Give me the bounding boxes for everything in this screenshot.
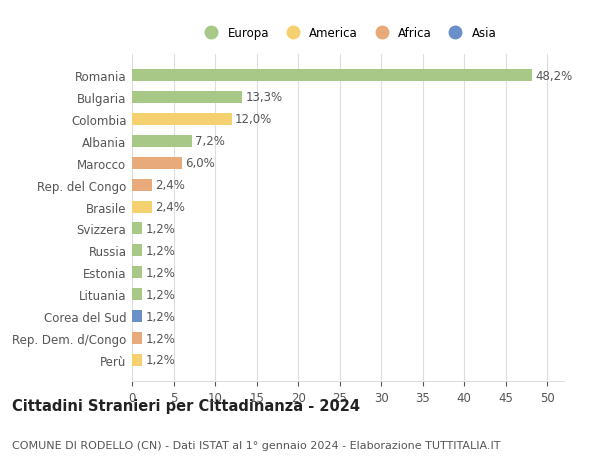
Bar: [132, 70, 532, 82]
Bar: [132, 92, 242, 104]
Text: 1,2%: 1,2%: [145, 332, 175, 345]
Text: 1,2%: 1,2%: [145, 310, 175, 323]
Bar: [132, 289, 142, 301]
Text: COMUNE DI RODELLO (CN) - Dati ISTAT al 1° gennaio 2024 - Elaborazione TUTTITALIA: COMUNE DI RODELLO (CN) - Dati ISTAT al 1…: [12, 440, 500, 450]
Bar: [132, 223, 142, 235]
Bar: [132, 245, 142, 257]
Bar: [132, 267, 142, 279]
Bar: [132, 114, 232, 126]
Bar: [132, 310, 142, 322]
Legend: Europa, America, Africa, Asia: Europa, America, Africa, Asia: [194, 22, 502, 44]
Text: Cittadini Stranieri per Cittadinanza - 2024: Cittadini Stranieri per Cittadinanza - 2…: [12, 398, 360, 413]
Text: 48,2%: 48,2%: [536, 69, 573, 83]
Text: 1,2%: 1,2%: [145, 266, 175, 279]
Text: 1,2%: 1,2%: [145, 223, 175, 235]
Bar: [132, 179, 152, 191]
Bar: [132, 332, 142, 344]
Bar: [132, 135, 192, 147]
Text: 1,2%: 1,2%: [145, 288, 175, 301]
Text: 6,0%: 6,0%: [185, 157, 215, 170]
Text: 12,0%: 12,0%: [235, 113, 272, 126]
Text: 13,3%: 13,3%: [246, 91, 283, 104]
Text: 7,2%: 7,2%: [195, 135, 225, 148]
Bar: [132, 157, 182, 169]
Text: 2,4%: 2,4%: [155, 201, 185, 213]
Bar: [132, 354, 142, 366]
Text: 1,2%: 1,2%: [145, 244, 175, 257]
Bar: [132, 201, 152, 213]
Text: 1,2%: 1,2%: [145, 353, 175, 367]
Text: 2,4%: 2,4%: [155, 179, 185, 192]
